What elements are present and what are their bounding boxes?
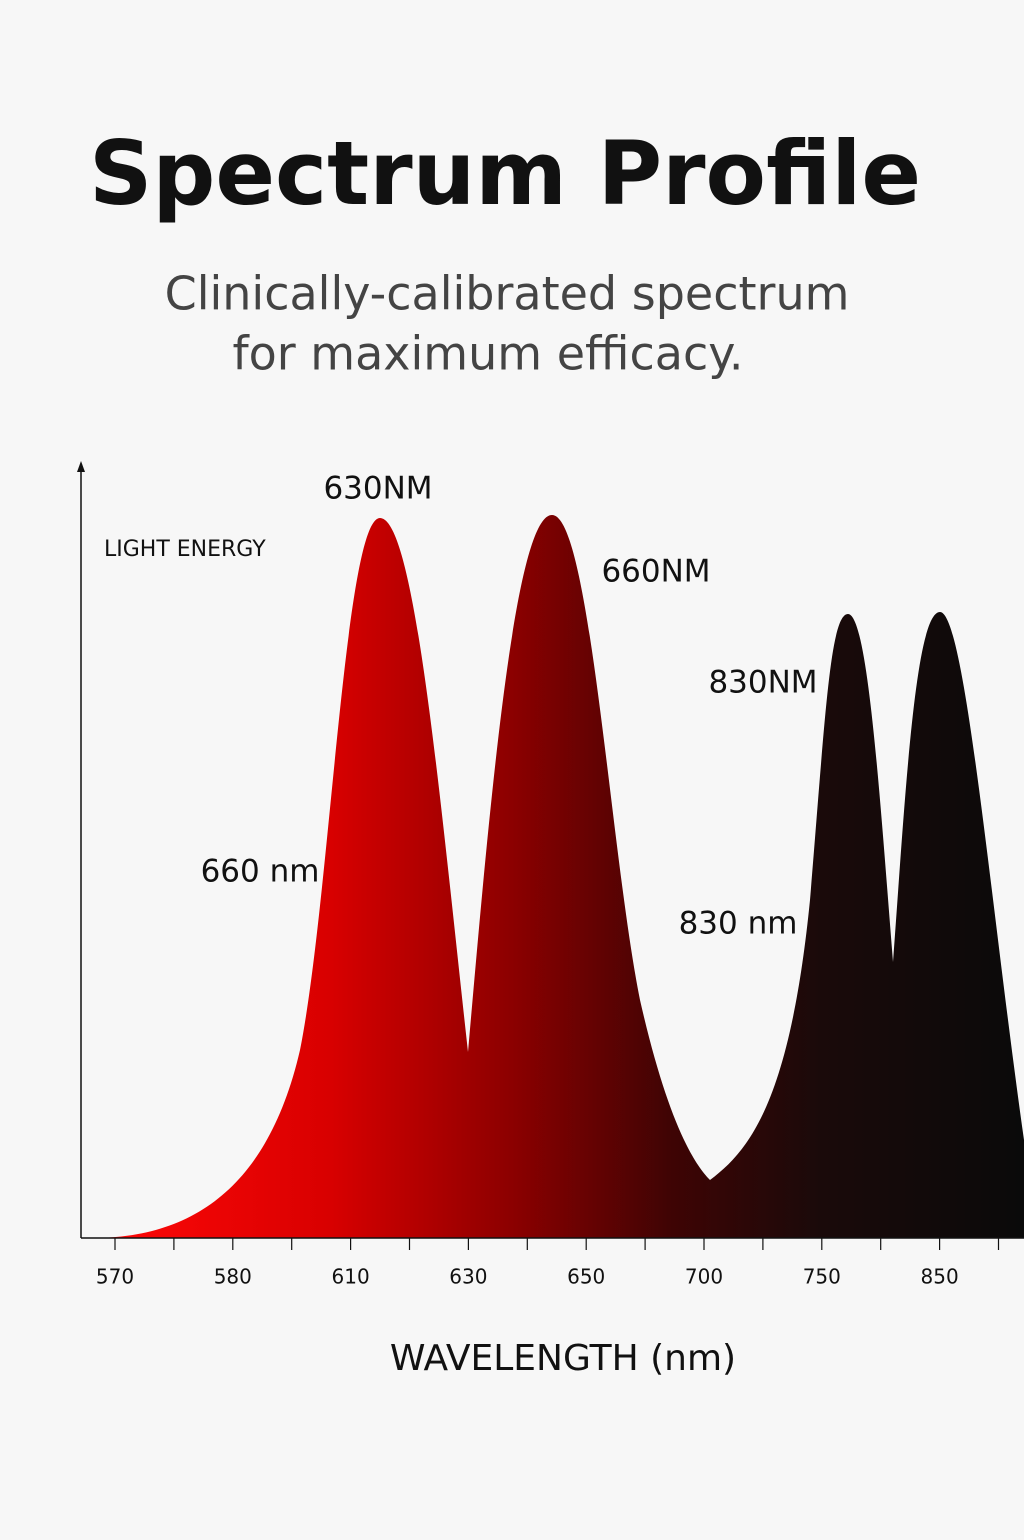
y-axis-arrow [77, 461, 85, 472]
x-tick-label: 630 [449, 1265, 487, 1289]
peak-label: 830NM [708, 665, 817, 701]
x-tick-label: 850 [921, 1265, 959, 1289]
subtitle: for maximum efficacy. [232, 327, 743, 381]
x-tick-label: 570 [96, 1265, 134, 1289]
peak-label: 830 nm [679, 906, 798, 942]
x-tick-label: 750 [803, 1265, 841, 1289]
y-axis-label: LIGHT ENERGY [104, 537, 266, 562]
peak-label: 660NM [601, 554, 710, 590]
title: Spectrum Profile [89, 122, 921, 225]
x-tick-label: 580 [214, 1265, 252, 1289]
x-tick-label: 610 [332, 1265, 370, 1289]
spectrum-area [100, 515, 1024, 1238]
x-tick-label: 700 [685, 1265, 723, 1289]
x-tick-label: 650 [567, 1265, 605, 1289]
peak-label: 630NM [323, 471, 432, 507]
x-axis-label: WAVELENGTH (nm) [390, 1338, 736, 1379]
peak-label: 660 nm [201, 854, 320, 890]
subtitle: Clinically-calibrated spectrum [165, 267, 850, 321]
